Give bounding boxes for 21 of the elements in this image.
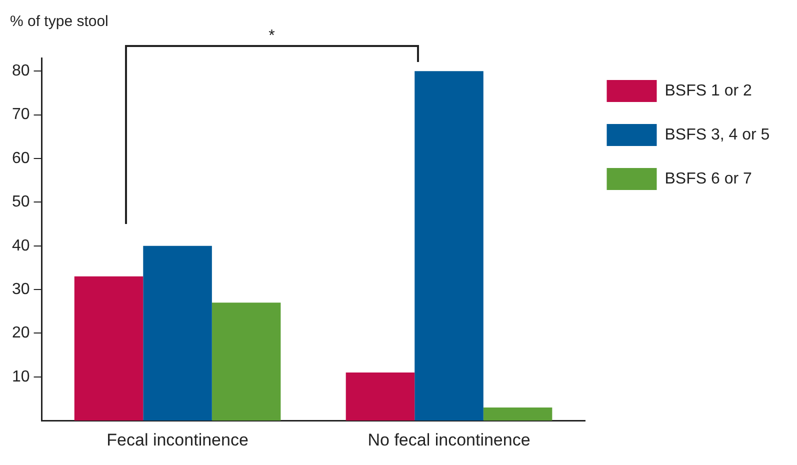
bar: [483, 407, 552, 421]
x-tick-label: No fecal incontinence: [368, 430, 530, 450]
bar: [346, 372, 415, 421]
y-tick-label: 50: [12, 194, 30, 211]
y-axis-title: % of type stool: [10, 13, 108, 30]
bar: [212, 302, 281, 421]
bar: [143, 246, 212, 421]
y-tick-label: 80: [12, 62, 30, 80]
y-tick-label: 20: [12, 324, 30, 342]
text: *: [268, 27, 275, 44]
y-tick-label: 10: [12, 368, 30, 386]
legend-label: BSFS 1 or 2: [664, 82, 752, 100]
bar: [74, 276, 144, 421]
x-tick-label: Fecal incontinence: [106, 430, 248, 450]
y-tick-label: 30: [12, 280, 30, 298]
legend-label: BSFS 3, 4 or 5: [664, 126, 770, 144]
legend-label: BSFS 6 or 7: [664, 170, 752, 188]
y-tick-label: 70: [12, 106, 30, 124]
bar: [414, 71, 484, 421]
y-tick-label: 40: [12, 237, 30, 254]
y-tick-label: 60: [12, 150, 30, 167]
